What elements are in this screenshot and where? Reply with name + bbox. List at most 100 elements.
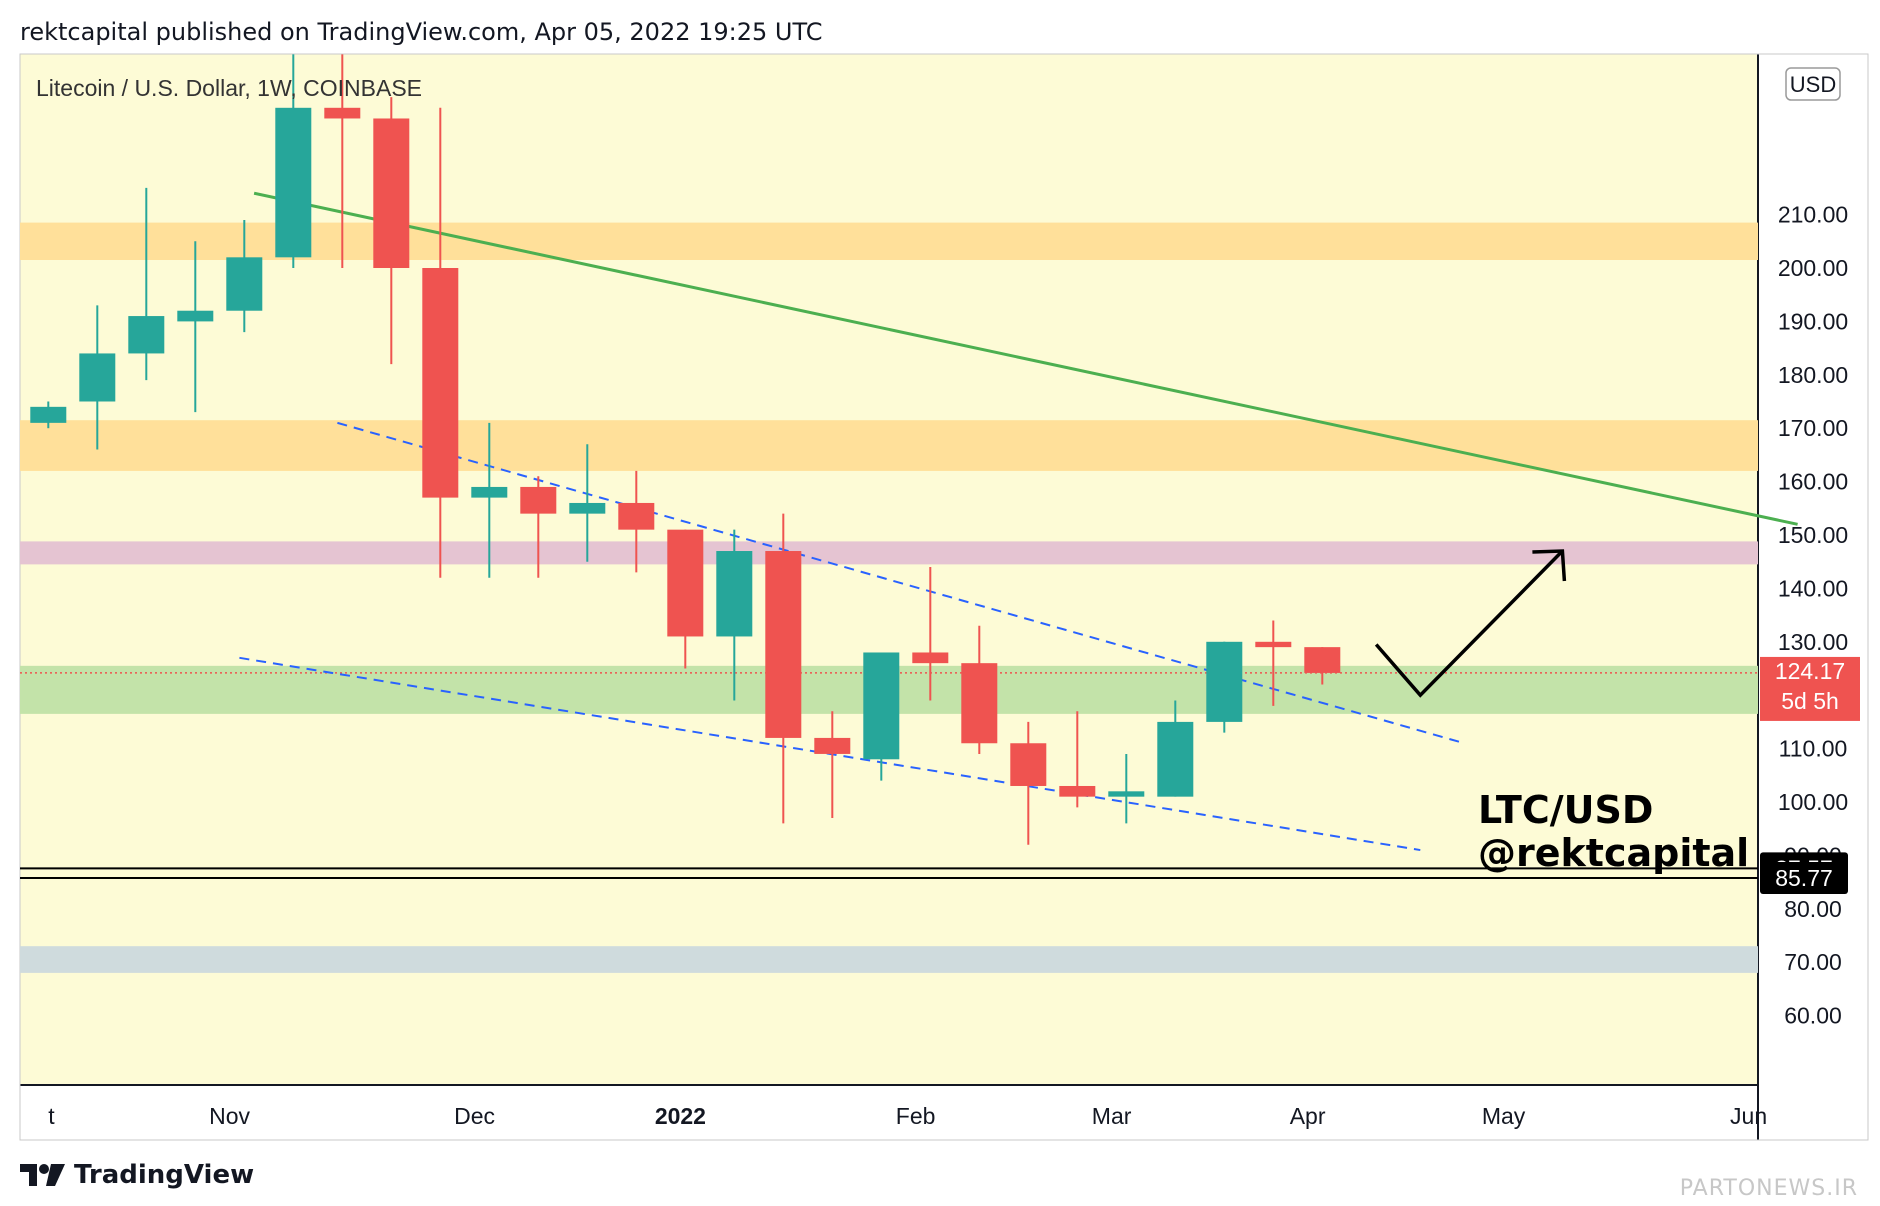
- price-zone: [20, 541, 1758, 565]
- candle: [961, 625, 998, 754]
- current-price-tag: [1760, 656, 1860, 721]
- x-tick-label: Dec: [454, 1103, 495, 1129]
- candle-body: [422, 268, 459, 498]
- candle: [667, 529, 704, 669]
- candle: [79, 305, 116, 450]
- y-tick-label: 140.00: [1778, 575, 1848, 601]
- candle-body: [30, 406, 67, 423]
- y-tick-label: 150.00: [1778, 522, 1848, 548]
- x-tick-label: Feb: [896, 1103, 936, 1129]
- candle-body: [912, 652, 949, 664]
- candle: [177, 241, 214, 413]
- candle-body: [79, 353, 116, 402]
- watermark: PARTONEWS.IR: [1679, 1176, 1858, 1201]
- y-tick-label: 110.00: [1779, 736, 1848, 762]
- candle: [1304, 647, 1341, 685]
- candle-body: [324, 107, 361, 119]
- candle: [226, 219, 263, 333]
- x-axis: t Nov Dec 2022 Feb Mar Apr May Jun: [48, 1103, 1767, 1129]
- candle-body: [569, 502, 606, 514]
- x-tick-label: Jun: [1730, 1103, 1767, 1129]
- candle: [814, 711, 851, 819]
- level-price-value: 85.77: [1775, 865, 1833, 891]
- candle: [30, 401, 67, 429]
- wedge-trendline: [337, 421, 1465, 745]
- candle: [1108, 753, 1145, 824]
- x-tick-label: Nov: [209, 1103, 250, 1129]
- resistance-trendline: [253, 191, 1798, 526]
- candle: [128, 187, 165, 381]
- candle-body: [275, 107, 312, 258]
- candle-body: [177, 310, 214, 322]
- candle: [1255, 620, 1292, 706]
- candle-body: [1206, 641, 1243, 722]
- y-axis: 210.00 200.00 190.00 180.00 170.00 160.00 150.…: [1778, 202, 1848, 1029]
- y-tick-label: 130.00: [1778, 629, 1848, 655]
- annotation-handle: @rektcapital: [1478, 831, 1749, 875]
- current-price-value: 124.17: [1775, 658, 1845, 684]
- candle: [863, 652, 900, 781]
- x-tick-label: May: [1482, 1103, 1526, 1129]
- candle-body: [226, 257, 263, 311]
- candle: [1010, 721, 1047, 845]
- y-tick-label: 180.00: [1778, 362, 1848, 388]
- y-tick-label: 210.00: [1778, 202, 1848, 228]
- candle-body: [765, 551, 802, 738]
- candle-countdown: 5d 5h: [1781, 688, 1839, 714]
- candle-body: [716, 551, 753, 637]
- y-tick-label: 60.00: [1784, 1003, 1842, 1029]
- candle: [422, 107, 459, 578]
- candle-body: [520, 486, 557, 514]
- candle: [1206, 641, 1243, 733]
- candle-body: [1010, 743, 1047, 786]
- candle-body: [814, 737, 851, 754]
- candle-body: [1108, 791, 1145, 797]
- x-tick-label: Mar: [1092, 1103, 1132, 1129]
- y-tick-label: 160.00: [1778, 469, 1848, 495]
- candle: [716, 529, 753, 701]
- projection-path: [1374, 549, 1564, 698]
- price-axis-background: [1758, 54, 1868, 1140]
- candle: [912, 567, 949, 701]
- level-price-tag: [1760, 861, 1848, 894]
- price-zone: [20, 946, 1758, 973]
- candle-body: [1255, 641, 1292, 648]
- y-tick-label: 100.00: [1778, 789, 1848, 815]
- support-lines: [20, 672, 1758, 879]
- candle: [324, 54, 361, 268]
- candle-body: [618, 502, 655, 530]
- candle-body: [1059, 785, 1096, 797]
- candles: [30, 54, 1341, 845]
- candle-body: [667, 529, 704, 637]
- currency-badge-frame: [1785, 67, 1841, 101]
- candle-body: [1304, 647, 1341, 673]
- projection-arrowhead: [1532, 549, 1567, 582]
- price-zone: [20, 420, 1758, 471]
- candle: [373, 97, 410, 365]
- x-tick-label: Apr: [1290, 1103, 1326, 1129]
- candle: [520, 476, 557, 578]
- publish-header: rektcapital published on TradingView.com…: [20, 18, 823, 46]
- tradingview-logo[interactable]: TradingView: [20, 1160, 254, 1190]
- candle-body: [863, 652, 900, 760]
- candle-body: [1157, 721, 1194, 797]
- y-tick-label: 80.00: [1784, 896, 1842, 922]
- candle-body: [128, 316, 165, 354]
- candle: [618, 470, 655, 573]
- candle-body: [961, 663, 998, 744]
- chart-outer-border: [19, 53, 1869, 1141]
- candle: [569, 444, 606, 562]
- y-tick-label: 70.00: [1784, 949, 1842, 975]
- currency-badge[interactable]: USD: [1785, 67, 1841, 101]
- y-tick-label: 170.00: [1778, 415, 1848, 441]
- y-tick-label: 200.00: [1778, 255, 1848, 281]
- tradingview-logo-text: TradingView: [74, 1160, 255, 1190]
- x-tick-label: t: [48, 1103, 55, 1129]
- y-tick-label: 190.00: [1778, 308, 1848, 334]
- candle: [765, 513, 802, 824]
- annotation-pair: LTC/USD: [1478, 788, 1653, 832]
- candle: [471, 422, 508, 578]
- candle-body: [471, 486, 508, 498]
